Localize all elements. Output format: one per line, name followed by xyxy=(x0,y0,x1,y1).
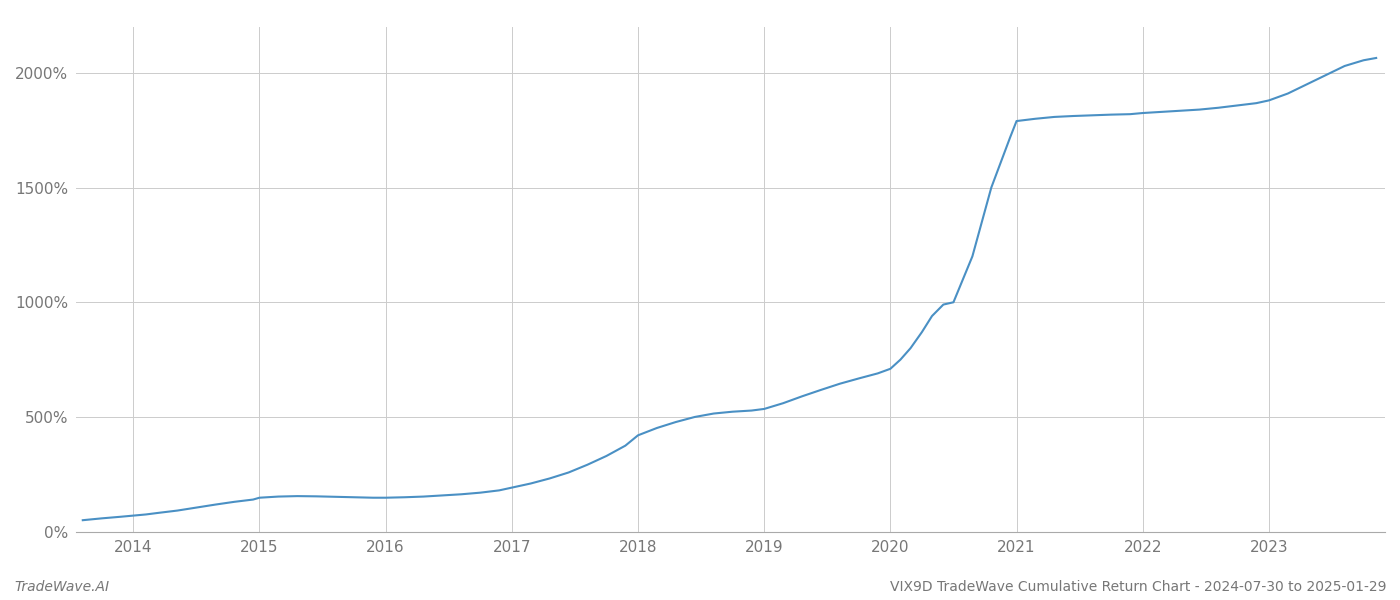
Text: TradeWave.AI: TradeWave.AI xyxy=(14,580,109,594)
Text: VIX9D TradeWave Cumulative Return Chart - 2024-07-30 to 2025-01-29: VIX9D TradeWave Cumulative Return Chart … xyxy=(889,580,1386,594)
